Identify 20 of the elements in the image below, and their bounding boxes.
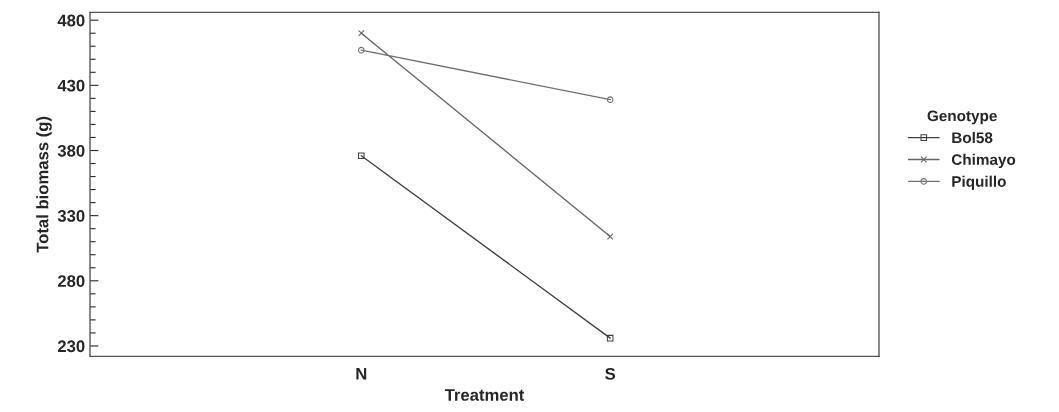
point	[358, 46, 365, 54]
legend-label: Chimayo	[951, 153, 1016, 169]
y-tick-label: 480	[57, 14, 85, 27]
y-tick-label: 280	[57, 275, 85, 287]
point	[358, 152, 365, 159]
x-tick-label: N	[356, 368, 367, 380]
x-axis-title: Treatment	[444, 389, 525, 401]
legend-label: Piquillo	[952, 175, 1006, 190]
y-tick-label: 430	[57, 79, 85, 92]
y-axis-title: Total biomass (g)	[36, 116, 52, 253]
point	[606, 334, 614, 342]
y-tick-label: 380	[57, 144, 85, 157]
legend-label: Bol58	[952, 131, 993, 144]
y-tick-label: 330	[57, 210, 85, 222]
point	[606, 233, 614, 240]
x-tick-label: S	[605, 367, 616, 380]
y-tick-label: 230	[57, 340, 85, 353]
point	[606, 96, 614, 103]
point	[358, 29, 365, 37]
legend-title: Genotype	[927, 110, 997, 125]
